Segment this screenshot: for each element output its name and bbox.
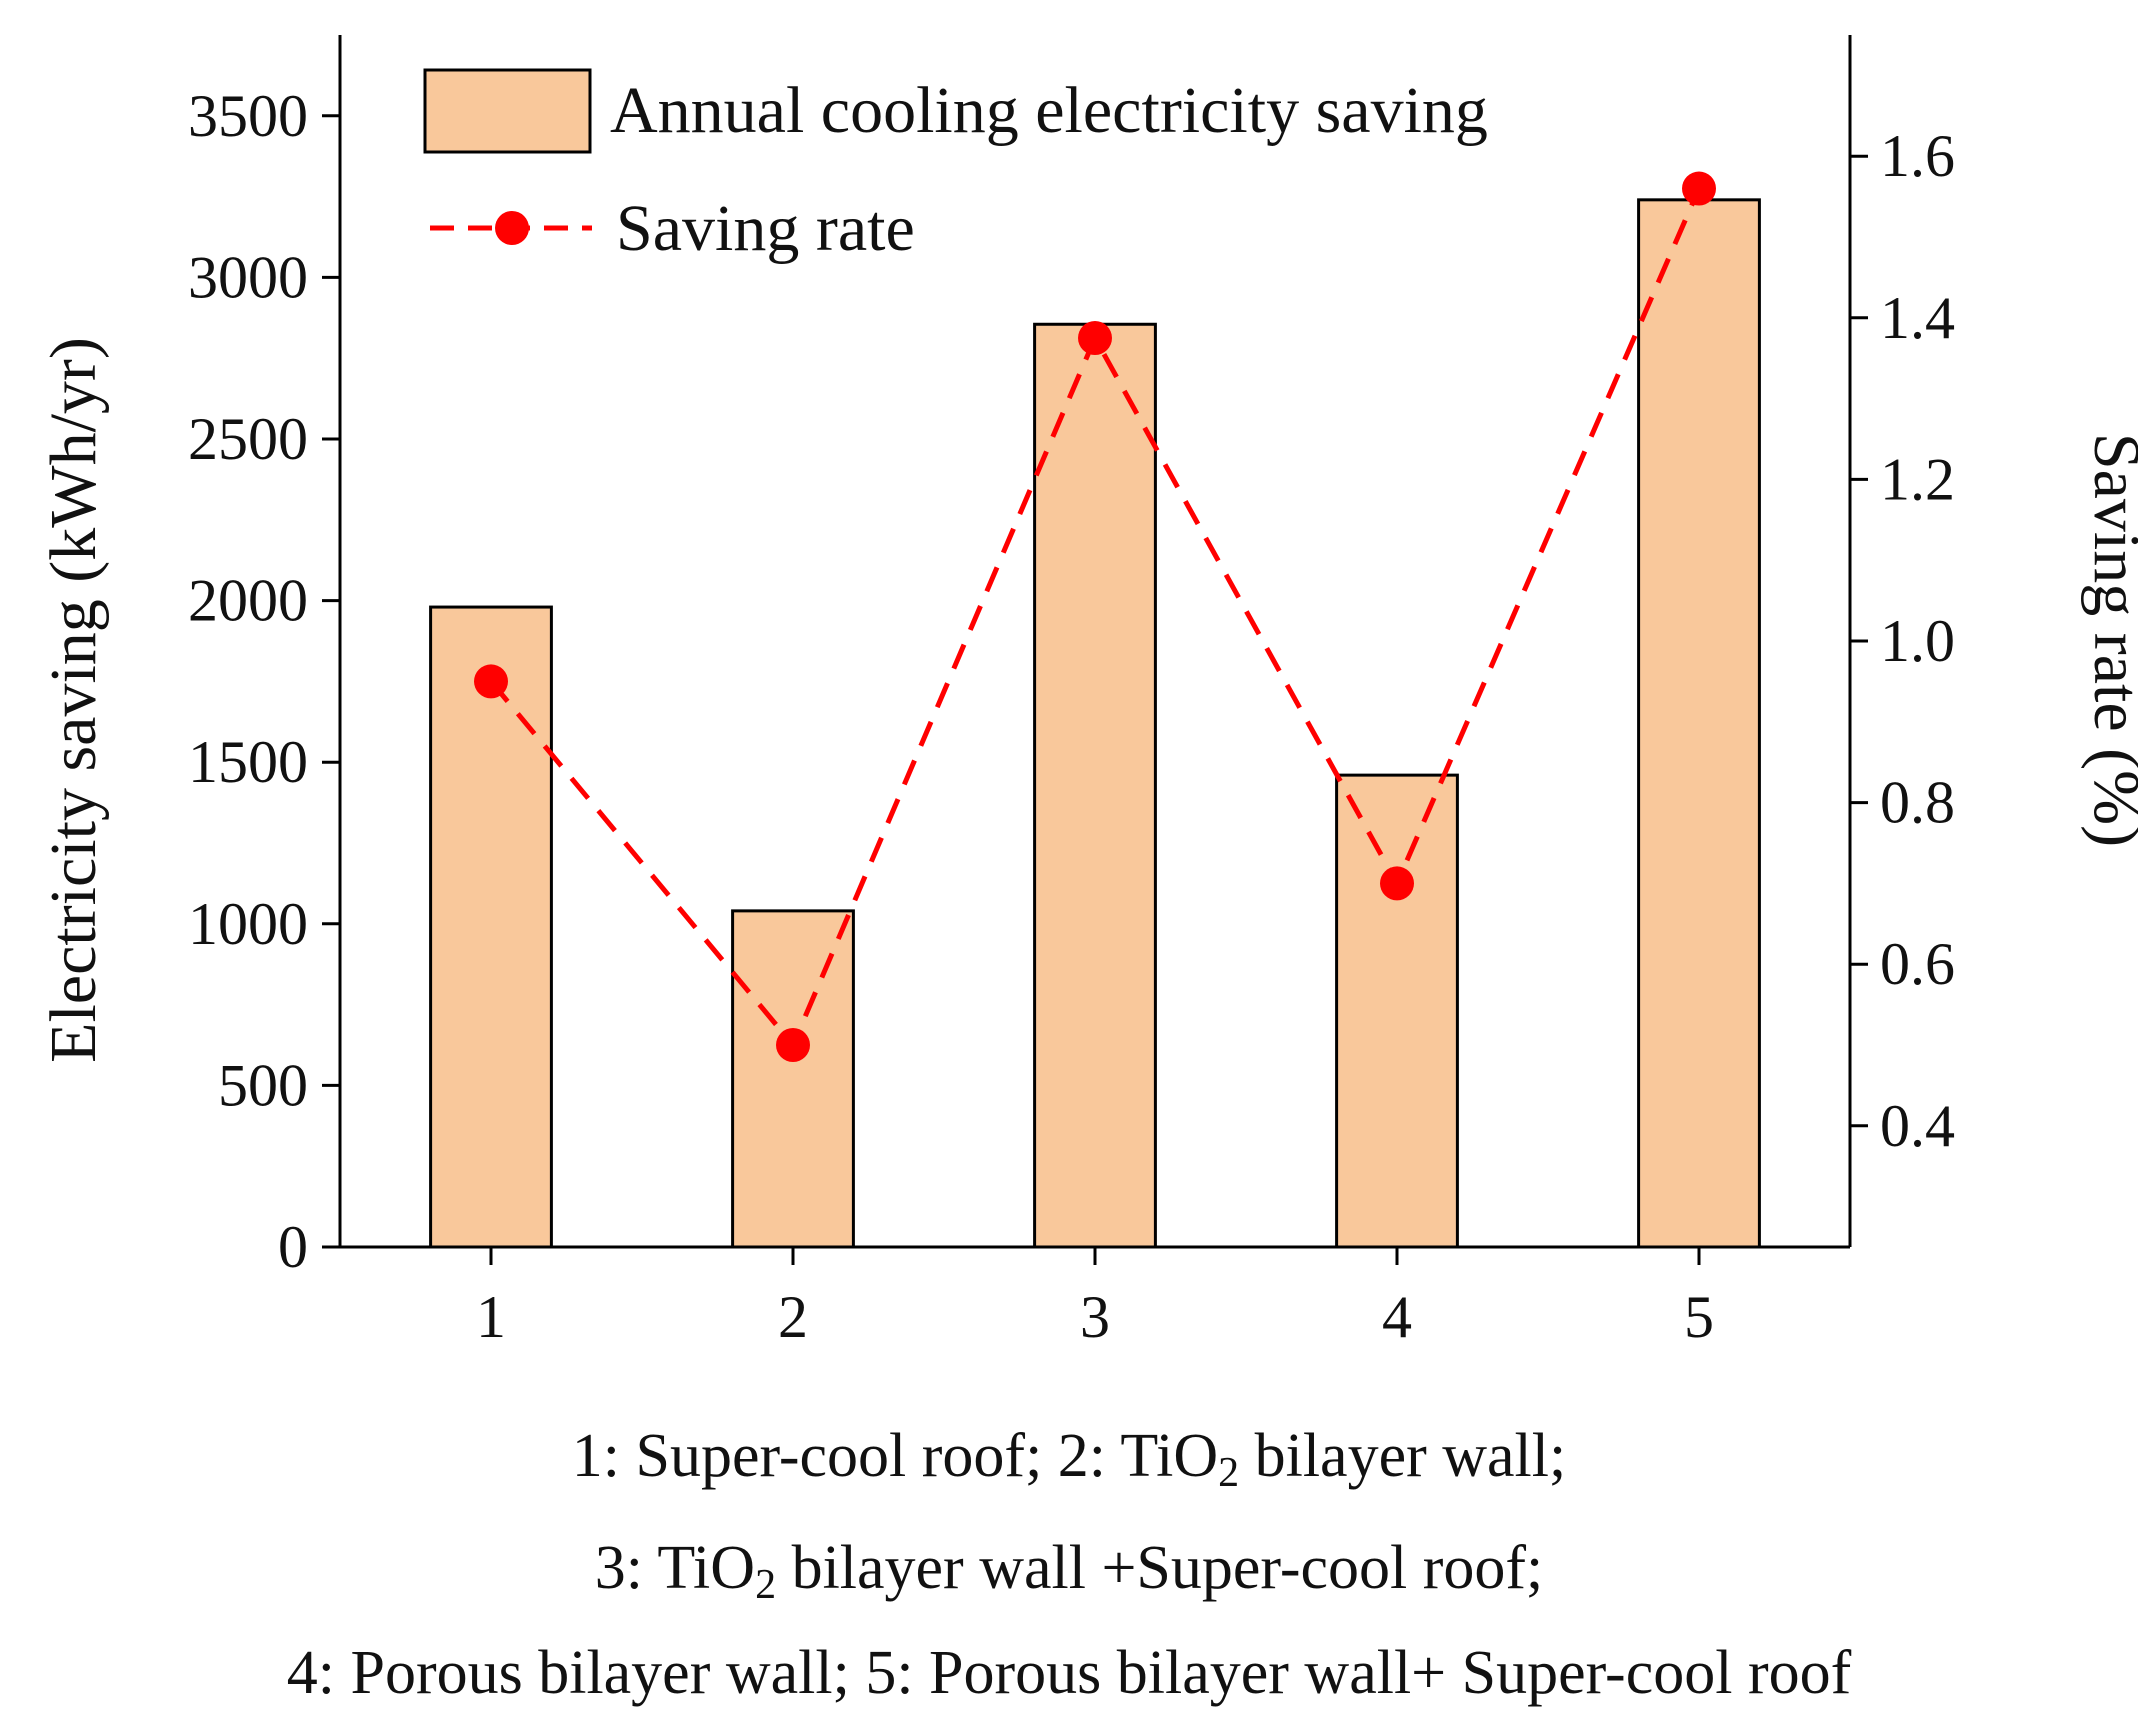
y-tick-label-1000: 1000: [188, 891, 308, 957]
y2-tick-label-1.0: 1.0: [1880, 608, 1955, 674]
y-tick-label-3500: 3500: [188, 83, 308, 149]
bar-5: [1637, 198, 1761, 1249]
legend-bar-swatch: [423, 68, 592, 154]
y-tick-label-500: 500: [218, 1052, 308, 1118]
bar-2: [731, 909, 855, 1249]
y-tick-label-0: 0: [278, 1214, 308, 1280]
line-layer: [474, 171, 1716, 1062]
caption-line-3: 4: Porous bilayer wall; 5: Porous bilaye…: [286, 1639, 1852, 1707]
y-tick-label-1500: 1500: [188, 729, 308, 795]
caption-line-2-part-b: bilayer wall +Super-cool roof;: [776, 1534, 1544, 1602]
y-tick-label-2500: 2500: [188, 406, 308, 472]
caption-line-1: 1: Super-cool roof; 2: TiO2 bilayer wall…: [0, 1422, 2138, 1494]
saving-rate-point-5: [1682, 171, 1716, 206]
caption-line-1-part-a: 1: Super-cool roof; 2: TiO: [571, 1422, 1219, 1490]
saving-rate-point-3: [1078, 321, 1112, 355]
bar-1: [429, 605, 553, 1249]
y2-tick-label-0.8: 0.8: [1880, 770, 1955, 836]
y2-tick-label-1.4: 1.4: [1880, 285, 1955, 351]
y2-axis-title: Saving rate (%): [2080, 433, 2138, 847]
y2-tick-label-1.6: 1.6: [1880, 123, 1955, 189]
caption-line-1-part-b: bilayer wall;: [1239, 1422, 1567, 1490]
x-tick-label-5: 5: [1684, 1284, 1714, 1350]
x-tick-label-3: 3: [1080, 1284, 1110, 1350]
y-tick-label-2000: 2000: [188, 568, 308, 634]
bars-layer: [429, 198, 1761, 1249]
y2-tick-label-0.6: 0.6: [1880, 931, 1955, 997]
legend: Annual cooling electricity saving Saving…: [423, 68, 1488, 265]
x-tick-label-1: 1: [476, 1284, 506, 1350]
caption-line-2-part-a: 3: TiO: [594, 1534, 756, 1602]
bar-4: [1335, 773, 1459, 1249]
y-axis-title: Electricity saving (kWh/yr): [37, 337, 110, 1063]
saving-rate-point-4: [1380, 866, 1414, 901]
ticks-layer: 0 500 1000 1500 2000 2500 3000 3500 0.4 0.6 0.8 1.0…: [188, 83, 1955, 1350]
y2-tick-label-1.2: 1.2: [1880, 446, 1955, 512]
legend-line-label: Saving rate: [616, 192, 915, 265]
caption-line-2: 3: TiO2 bilayer wall +Super-cool roof;: [0, 1534, 2138, 1606]
y-tick-label-3000: 3000: [188, 244, 308, 310]
caption-line-1-subscript: 2: [1218, 1450, 1240, 1496]
saving-rate-point-2: [776, 1028, 810, 1062]
x-tick-label-2: 2: [778, 1284, 808, 1350]
legend-bar-label: Annual cooling electricity saving: [610, 74, 1488, 147]
legend-line-marker: [495, 211, 529, 245]
caption-line-2-subscript: 2: [755, 1562, 777, 1608]
bar-3: [1033, 322, 1157, 1249]
x-tick-label-4: 4: [1382, 1284, 1412, 1350]
saving-rate-point-1: [474, 664, 508, 699]
y2-tick-label-0.4: 0.4: [1880, 1093, 1955, 1159]
